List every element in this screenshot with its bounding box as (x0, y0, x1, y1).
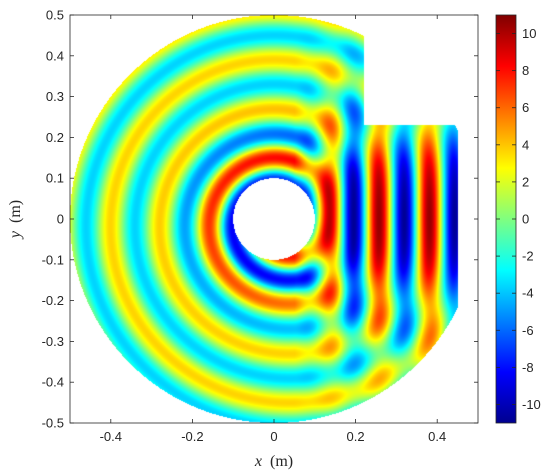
y-axis-label-unit: (m) (7, 200, 24, 223)
x-tick-label: 0.4 (428, 429, 446, 444)
y-tick-label: 0 (57, 212, 64, 227)
x-tick-label: -0.4 (100, 429, 122, 444)
colorbar-tick-label: 2 (522, 174, 529, 189)
y-tick-label: 0.5 (46, 8, 64, 23)
colorbar-tick-label: 4 (522, 137, 529, 152)
colorbar-tick-label: -6 (522, 323, 534, 338)
x-tick-label: -0.2 (181, 429, 203, 444)
y-tick-label: -0.5 (42, 416, 64, 431)
heatmap-image (70, 15, 478, 423)
colorbar-gradient (496, 15, 516, 423)
y-axis-label-var: y (7, 230, 24, 240)
colorbar-tick-label: -4 (522, 286, 534, 301)
x-tick-label: 0 (270, 429, 277, 444)
colorbar-tick-label: -8 (522, 360, 534, 375)
colorbar-ticks: 10 8 6 4 2 0 -2 -4 -6 -8 -10 (496, 26, 541, 412)
y-tick-label: -0.1 (42, 252, 64, 267)
colorbar-tick-label: 8 (522, 63, 529, 78)
x-tick-label: 0.2 (347, 429, 365, 444)
x-axis-label-unit: (m) (270, 453, 293, 470)
y-tick-label: -0.4 (42, 375, 64, 390)
y-tick-label: 0.2 (46, 130, 64, 145)
y-axis-ticks: -0.5 -0.4 -0.3 -0.2 -0.1 0 0.1 0.2 0.3 0.4 0.5 (42, 8, 478, 431)
x-axis-ticks: -0.4 -0.2 0 0.2 0.4 (100, 15, 446, 444)
colorbar-tick-label: 6 (522, 100, 529, 115)
colorbar-tick-label: -2 (522, 249, 534, 264)
y-axis-label: y (m) (7, 200, 24, 240)
colorbar-tick-label: -10 (522, 397, 541, 412)
x-axis-label: x (m) (254, 453, 293, 470)
y-tick-label: 0.3 (46, 89, 64, 104)
plot-area: -0.4 -0.2 0 0.2 0.4 -0.5 -0.4 -0.3 -0.2 -0.1 0 0.1… (42, 8, 479, 444)
y-tick-label: -0.2 (42, 293, 64, 308)
colorbar-tick-label: 10 (522, 26, 536, 41)
colorbar: 10 8 6 4 2 0 -2 -4 -6 -8 -10 (495, 14, 541, 424)
y-tick-label: 0.1 (46, 171, 64, 186)
x-axis-label-var: x (254, 453, 262, 470)
y-tick-label: -0.3 (42, 334, 64, 349)
colorbar-tick-label: 0 (522, 212, 529, 227)
y-tick-label: 0.4 (46, 48, 64, 63)
